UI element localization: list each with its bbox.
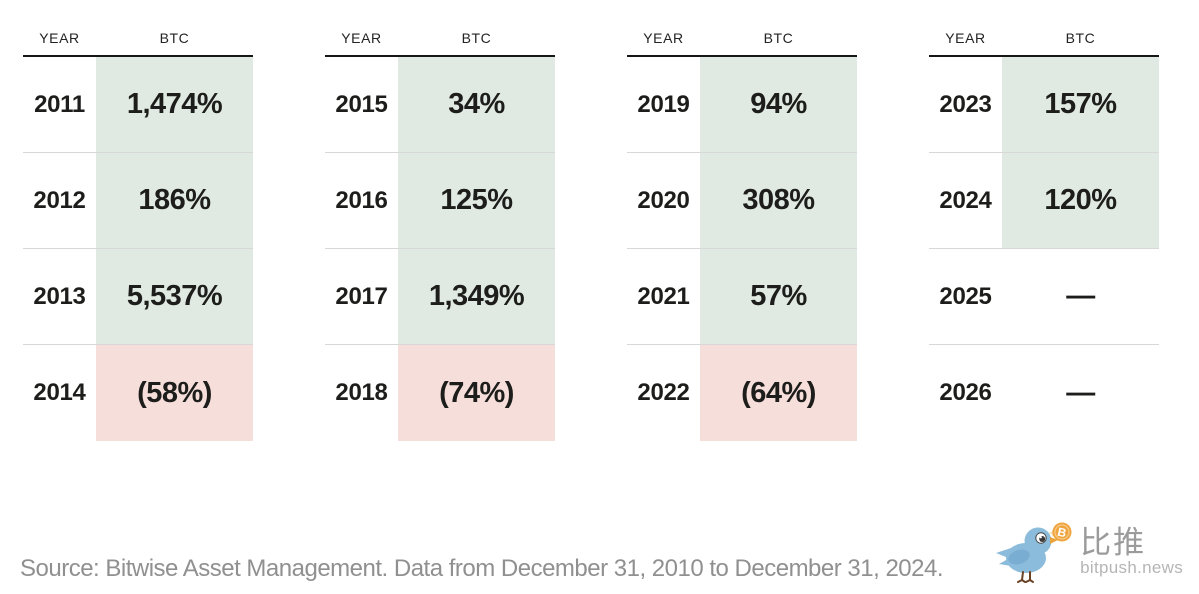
btc-return-value: 120% [1002, 153, 1159, 248]
table-row: 2015 34% [325, 57, 555, 153]
group-header: YEAR BTC [23, 24, 253, 57]
btc-returns-table: YEAR BTC 2011 1,474% 2012 186% 2013 5,53… [23, 24, 1159, 441]
table-row: 2011 1,474% [23, 57, 253, 153]
year-group-2023-2026: YEAR BTC 2023 157% 2024 120% 2025 — 2026… [929, 24, 1159, 441]
table-row: 2012 186% [23, 153, 253, 249]
btc-return-value: (74%) [398, 345, 555, 441]
table-row: 2026 — [929, 345, 1159, 441]
bitpush-logo: B 比推 bitpush.news [994, 520, 1183, 584]
year-group-2015-2018: YEAR BTC 2015 34% 2016 125% 2017 1,349% … [325, 24, 555, 441]
table-row: 2023 157% [929, 57, 1159, 153]
btc-column-header: BTC [763, 30, 794, 46]
table-row: 2022 (64%) [627, 345, 857, 441]
btc-column-header: BTC [461, 30, 492, 46]
btc-return-value: 1,349% [398, 249, 555, 344]
year-group-2011-2014: YEAR BTC 2011 1,474% 2012 186% 2013 5,53… [23, 24, 253, 441]
btc-return-value: 157% [1002, 57, 1159, 152]
year-label: 2023 [939, 90, 992, 118]
year-label: 2014 [33, 379, 86, 406]
year-label: 2019 [637, 90, 690, 118]
btc-return-value: — [1066, 280, 1095, 312]
table-row: 2021 57% [627, 249, 857, 345]
group-header: YEAR BTC [325, 24, 555, 57]
bitpush-brand-name: 比推 [1080, 524, 1147, 560]
year-label: 2017 [335, 282, 388, 310]
btc-return-value: 34% [398, 57, 555, 152]
year-label: 2016 [335, 186, 388, 214]
year-label: 2026 [939, 379, 992, 406]
year-label: 2012 [33, 186, 86, 214]
btc-return-value: 57% [700, 249, 857, 344]
year-column-header: YEAR [341, 30, 382, 46]
source-note: Source: Bitwise Asset Management. Data f… [20, 555, 944, 582]
btc-return-value: — [1066, 376, 1095, 409]
btc-return-value: (58%) [96, 345, 253, 441]
year-label: 2015 [335, 90, 388, 118]
table-row: 2020 308% [627, 153, 857, 249]
year-label: 2020 [637, 186, 690, 214]
btc-return-value: 125% [398, 153, 555, 248]
year-column-header: YEAR [643, 30, 684, 46]
year-label: 2018 [335, 379, 388, 406]
year-label: 2011 [34, 90, 85, 118]
table-row: 2019 94% [627, 57, 857, 153]
btc-column-header: BTC [1065, 30, 1096, 46]
table-row: 2018 (74%) [325, 345, 555, 441]
table-row: 2013 5,537% [23, 249, 253, 345]
group-header: YEAR BTC [627, 24, 857, 57]
year-label: 2013 [33, 282, 86, 310]
table-row: 2025 — [929, 249, 1159, 345]
table-row: 2024 120% [929, 153, 1159, 249]
year-column-header: YEAR [945, 30, 986, 46]
year-label: 2022 [637, 379, 690, 406]
group-header: YEAR BTC [929, 24, 1159, 57]
table-row: 2016 125% [325, 153, 555, 249]
logo-text: 比推 bitpush.news [1080, 524, 1183, 578]
bitpush-domain: bitpush.news [1080, 558, 1183, 578]
svg-text:B: B [1056, 525, 1068, 541]
year-label: 2021 [637, 282, 690, 310]
twitter-bird-bitcoin-icon: B [996, 522, 1072, 583]
btc-return-value: 94% [700, 57, 857, 152]
btc-return-value: 308% [700, 153, 857, 248]
btc-return-value: (64%) [700, 345, 857, 441]
year-label: 2025 [939, 282, 992, 310]
btc-return-value: 186% [96, 153, 253, 248]
year-column-header: YEAR [39, 30, 80, 46]
year-group-2019-2022: YEAR BTC 2019 94% 2020 308% 2021 57% 202… [627, 24, 857, 441]
table-row: 2014 (58%) [23, 345, 253, 441]
year-label: 2024 [939, 186, 992, 214]
table-row: 2017 1,349% [325, 249, 555, 345]
btc-return-value: 1,474% [96, 57, 253, 152]
btc-return-value: 5,537% [96, 249, 253, 344]
btc-column-header: BTC [159, 30, 190, 46]
